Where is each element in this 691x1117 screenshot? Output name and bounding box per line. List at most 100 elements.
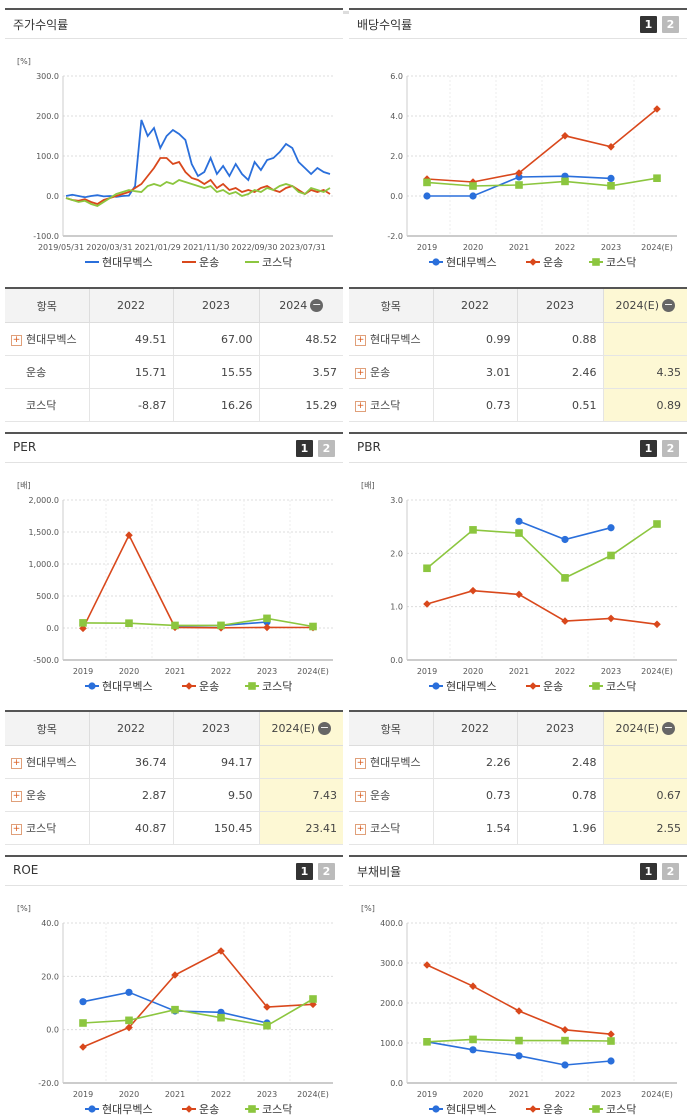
y-tick-label: 2.0	[390, 549, 403, 558]
legend-label: 운송	[543, 680, 563, 693]
y-tick-label: 6.0	[390, 72, 403, 81]
table-cell: 49.51	[88, 322, 173, 356]
table-cell: 1.54	[432, 811, 517, 845]
table-row: + 현대무벡스 36.74 94.17	[5, 745, 343, 779]
page-1-button[interactable]: 1	[640, 440, 657, 457]
page-1-button[interactable]: 1	[296, 440, 313, 457]
expand-plus-icon[interactable]: +	[355, 757, 366, 769]
series-2	[79, 614, 317, 631]
expand-plus-icon[interactable]: +	[355, 823, 366, 835]
collapse-icon[interactable]: −	[662, 298, 676, 313]
y-tick-label: 0.0	[390, 1079, 403, 1088]
collapse-icon[interactable]: −	[662, 721, 676, 736]
table-cell: 40.87	[88, 811, 173, 845]
data-point	[469, 1035, 477, 1044]
row-label: 운송	[370, 366, 391, 379]
y-tick-label: 300.0	[380, 959, 403, 968]
table-cell: 48.52	[258, 322, 343, 356]
page-1-button[interactable]: 1	[296, 863, 313, 880]
data-point	[263, 614, 271, 623]
legend: 현대무벡스 운송 코스닥	[85, 680, 292, 693]
data-point	[561, 177, 569, 186]
data-point	[248, 682, 256, 690]
panel-roe: ROE 1 2 [%] 40.0 20.0 0.0 -20.0 2019 2020 2021 2…	[5, 855, 343, 1116]
table-row: + 코스닥 1.54 1.96 2.55	[349, 811, 687, 845]
series-line	[426, 523, 658, 579]
data-point	[561, 535, 569, 544]
series-0	[65, 119, 331, 199]
series-2	[423, 174, 661, 190]
data-point	[79, 998, 87, 1006]
legend-label: 현대무벡스	[446, 1103, 497, 1116]
chart-svg: [배] 3.0 2.0 1.0 0.0 2019 2020 2021 2022 2023 2024(…	[361, 481, 677, 693]
legend-label: 코스닥	[606, 680, 636, 693]
page-2-button[interactable]: 2	[662, 440, 679, 457]
expand-plus-icon[interactable]: +	[355, 790, 366, 802]
col-header: 2023	[516, 710, 603, 746]
y-tick-label: 200.0	[36, 112, 59, 121]
data-point	[515, 1052, 523, 1060]
col-header: 2022	[432, 287, 517, 323]
expand-plus-icon[interactable]: +	[11, 757, 22, 769]
expand-plus-icon[interactable]: +	[11, 823, 22, 835]
x-tick-label: 2023	[257, 667, 277, 676]
data-point	[607, 551, 615, 560]
y-tick-label: -20.0	[38, 1079, 59, 1088]
legend-label: 코스닥	[262, 1103, 292, 1116]
legend-label: 현대무벡스	[446, 680, 497, 693]
col-header: 항목	[5, 287, 89, 323]
data-point	[653, 174, 661, 182]
legend-label: 코스닥	[606, 1103, 636, 1116]
data-point	[561, 1061, 569, 1069]
row-label: 현대무벡스	[26, 333, 77, 346]
x-tick-label: 2023	[601, 243, 621, 252]
data-point	[185, 682, 193, 690]
y-tick-label: 400.0	[380, 919, 403, 928]
expand-plus-icon[interactable]: +	[355, 367, 366, 379]
collapse-icon[interactable]: −	[310, 298, 324, 313]
col-header-label: 2024	[279, 298, 308, 312]
row-label-cell: + 코스닥	[349, 388, 433, 422]
panel-pbr: PBR 1 2 [배] 3.0 2.0 1.0 0.0 2019 2020 2021 2022 2…	[349, 432, 687, 693]
series-line	[426, 177, 658, 187]
data-point	[515, 181, 523, 189]
page-2-button[interactable]: 2	[662, 16, 679, 33]
expand-plus-icon[interactable]: +	[355, 400, 366, 412]
legend-label: 코스닥	[262, 680, 292, 693]
table-cell: 0.78	[516, 778, 603, 812]
panel-per: PER 1 2 [배] 2,000.0 1,500.0 1,000.0 500.0 0.0…	[5, 432, 343, 693]
data-point	[529, 258, 537, 266]
data-point	[607, 1057, 615, 1065]
series-line	[82, 617, 314, 628]
table-cell: 94.17	[172, 745, 259, 779]
page-2-button[interactable]: 2	[662, 863, 679, 880]
table-cell: 23.41	[258, 811, 343, 845]
chart-svg: 6.0 4.0 2.0 0.0 -2.0 2019 2020 2021 2022 2023 2024…	[387, 72, 677, 269]
data-point	[469, 182, 477, 190]
collapse-icon[interactable]: −	[318, 721, 332, 736]
legend-label: 운송	[199, 1103, 219, 1116]
data-point	[125, 988, 133, 996]
y-tick-label: 0.0	[390, 192, 403, 201]
data-point	[607, 182, 615, 190]
data-point	[607, 1037, 615, 1045]
page-2-button[interactable]: 2	[318, 863, 335, 880]
x-tick-label: 2020	[463, 1090, 483, 1099]
table-cell: 15.29	[258, 388, 343, 422]
x-tick-label: 2019	[417, 1090, 437, 1099]
legend-label: 운송	[543, 256, 563, 269]
expand-plus-icon[interactable]: +	[11, 334, 22, 346]
data-point	[515, 529, 523, 537]
series-1	[423, 586, 661, 629]
row-label-cell: + 운송	[349, 355, 433, 389]
data-point	[607, 614, 615, 623]
expand-plus-icon[interactable]: +	[355, 334, 366, 346]
page-1-button[interactable]: 1	[640, 863, 657, 880]
series-line	[65, 119, 331, 199]
panel-header: 부채비율 1 2	[349, 857, 687, 886]
series-2	[65, 179, 331, 207]
expand-plus-icon[interactable]: +	[11, 790, 22, 802]
col-header: 2022	[88, 287, 173, 323]
page-2-button[interactable]: 2	[318, 440, 335, 457]
page-1-button[interactable]: 1	[640, 16, 657, 33]
